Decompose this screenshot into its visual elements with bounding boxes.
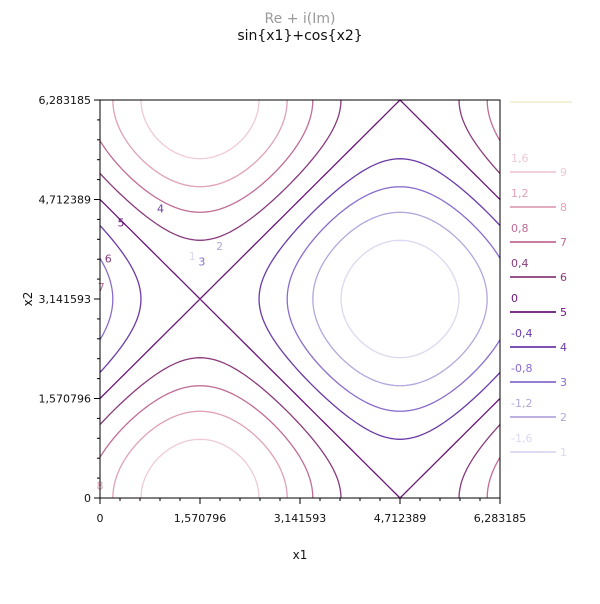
y-tick-label: 4,712389 — [39, 194, 92, 207]
contour-line-6 — [99, 99, 501, 499]
legend-value: -0,8 — [511, 362, 532, 375]
y-tick-label: 6,283185 — [39, 94, 92, 107]
axes: 0 1,570796 3,141593 4,712389 6,283185 0 1,5707… — [39, 94, 527, 525]
contour-label-2: 2 — [216, 240, 223, 253]
contour-line-4 — [99, 158, 501, 440]
legend-value: -1,6 — [511, 432, 532, 445]
legend-index: 6 — [560, 271, 567, 284]
legend-index: 9 — [560, 166, 567, 179]
x-tick-label: 4,712389 — [374, 512, 427, 525]
contour-lines — [99, 99, 501, 499]
legend-value: -1,2 — [511, 397, 532, 410]
legend-value: 0 — [511, 292, 518, 305]
contour-line-8 — [112, 99, 288, 499]
contour-label-5: 5 — [118, 216, 125, 229]
contour-line-1 — [340, 239, 460, 359]
legend-index: 7 — [560, 236, 567, 249]
y-axis-label: x2 — [21, 292, 35, 307]
x-tick-label: 1,570796 — [174, 512, 227, 525]
contour-line-3 — [99, 186, 501, 412]
legend-index: 1 — [560, 446, 567, 459]
legend-value: 1,2 — [511, 187, 529, 200]
x-tick-label: 3,141593 — [274, 512, 327, 525]
y-tick-label: 3,141593 — [39, 293, 92, 306]
legend-index: 2 — [560, 411, 567, 424]
chart-subtitle: sin{x1}+cos{x2} — [237, 28, 362, 44]
legend-index: 4 — [560, 341, 567, 354]
legend-index: 3 — [560, 376, 567, 389]
contour-line-7 — [99, 99, 501, 499]
y-tick-label: 0 — [84, 492, 91, 505]
contour-label-1: 1 — [189, 250, 196, 263]
legend-value: 1,6 — [511, 152, 529, 165]
legend-value: 0,8 — [511, 222, 529, 235]
y-tick-label: 1,570796 — [39, 393, 92, 406]
chart-title: Re + i(Im) — [265, 11, 336, 27]
contour-line-2 — [312, 211, 488, 387]
contour-label-3: 3 — [198, 256, 205, 269]
contour-label-4: 4 — [157, 203, 164, 216]
legend-value: -0,4 — [511, 327, 532, 340]
legend-index: 5 — [560, 306, 567, 319]
contour-line-9 — [140, 99, 260, 499]
contour-label-6: 6 — [105, 253, 112, 266]
contour-label-7: 7 — [98, 281, 105, 294]
x-tick-label: 0 — [97, 512, 104, 525]
x-axis-label: x1 — [293, 548, 308, 562]
plot-frame — [99, 99, 501, 499]
contour-line-5 — [99, 99, 501, 499]
legend: 1,6 9 1,2 8 0,8 7 0,4 6 0 5 -0,4 4 -0,8 3 -1,2 2 -1,6 1 — [510, 101, 572, 459]
legend-value: 0,4 — [511, 257, 529, 270]
legend-index: 8 — [560, 201, 567, 214]
x-tick-label: 6,283185 — [474, 512, 527, 525]
